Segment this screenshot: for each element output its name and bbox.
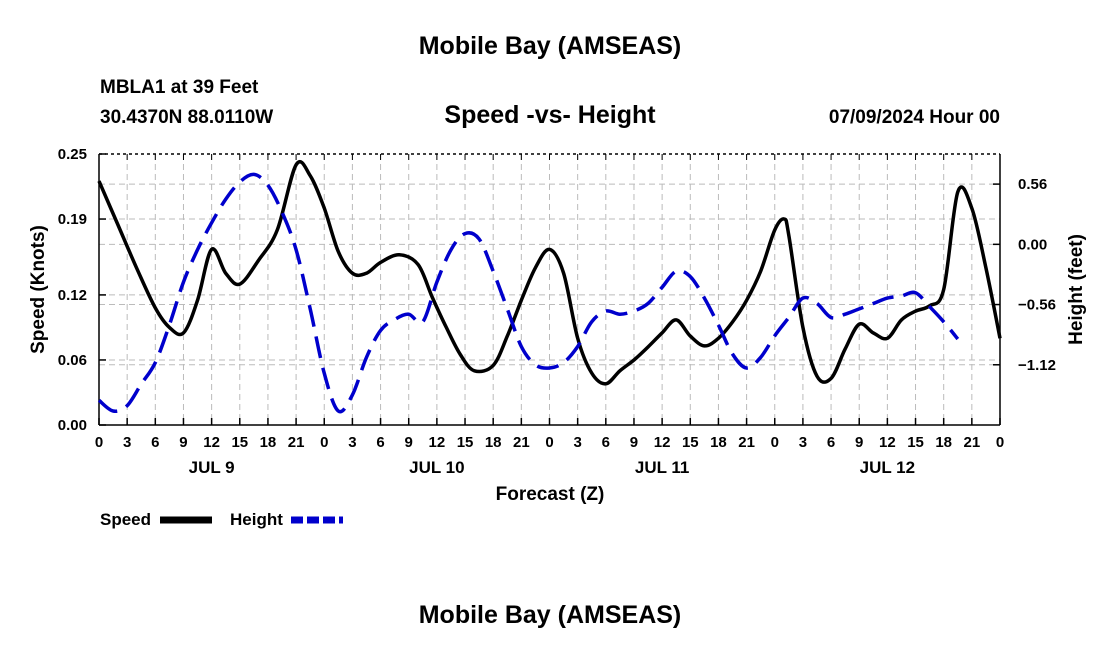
x-tick-label: 9 <box>179 434 187 451</box>
chart-subtitle: Speed -vs- Height <box>444 101 656 129</box>
x-day-label: JUL 10 <box>409 458 464 477</box>
x-tick-label: 12 <box>879 434 896 451</box>
x-tick-label: 0 <box>95 434 103 451</box>
y2-axis-label: Height (feet) <box>1066 234 1087 345</box>
x-tick-label: 18 <box>260 434 277 451</box>
x-tick-label: 21 <box>288 434 305 451</box>
x-axis-label: Forecast (Z) <box>496 484 605 505</box>
x-tick-label: 9 <box>630 434 638 451</box>
x-tick-label: 6 <box>827 434 835 451</box>
x-tick-label: 12 <box>203 434 220 451</box>
y-tick-label: 0.19 <box>58 211 87 228</box>
x-tick-label: 3 <box>799 434 807 451</box>
x-tick-label: 18 <box>485 434 502 451</box>
station-coordinates: 30.4370N 88.0110W <box>100 107 274 128</box>
x-tick-label: 15 <box>907 434 924 451</box>
x-day-label: JUL 11 <box>635 458 690 477</box>
series-speed-line <box>97 159 1002 386</box>
x-tick-label: 6 <box>602 434 610 451</box>
x-tick-label: 6 <box>376 434 384 451</box>
y-tick-label: 0.00 <box>58 417 87 434</box>
x-tick-label: 9 <box>405 434 413 451</box>
y2-tick-label: 0.00 <box>1018 236 1047 253</box>
x-tick-label: 9 <box>855 434 863 451</box>
x-tick-label: 21 <box>738 434 755 451</box>
run-time: 07/09/2024 Hour 00 <box>828 107 1000 128</box>
x-tick-label: 15 <box>457 434 474 451</box>
x-tick-label: 0 <box>771 434 779 451</box>
station-label: MBLA1 at 39 Feet <box>100 77 259 98</box>
x-tick-label: 18 <box>935 434 952 451</box>
x-tick-label: 0 <box>545 434 553 451</box>
x-tick-label: 3 <box>573 434 581 451</box>
x-day-label: JUL 12 <box>860 458 915 477</box>
y-tick-label: 0.06 <box>58 352 87 369</box>
legend-label-height: Height <box>230 510 283 529</box>
y-axis-label: Speed (Knots) <box>28 225 49 354</box>
main-title: Mobile Bay (AMSEAS) <box>418 32 682 60</box>
x-tick-label: 18 <box>710 434 727 451</box>
x-tick-label: 3 <box>123 434 131 451</box>
x-tick-label: 21 <box>964 434 981 451</box>
x-tick-label: 0 <box>996 434 1004 451</box>
x-tick-label: 15 <box>682 434 699 451</box>
x-tick-label: 21 <box>513 434 530 451</box>
y-tick-label: 0.25 <box>58 146 87 163</box>
series-height-line <box>97 172 960 414</box>
y2-tick-label: −1.12 <box>1018 357 1056 374</box>
y-tick-label: 0.12 <box>58 287 87 304</box>
x-tick-label: 12 <box>429 434 446 451</box>
x-tick-label: 0 <box>320 434 328 451</box>
footer-title: Mobile Bay (AMSEAS) <box>418 601 682 629</box>
x-tick-label: 12 <box>654 434 671 451</box>
x-tick-label: 6 <box>151 434 159 451</box>
y2-tick-label: −0.56 <box>1018 297 1056 314</box>
x-day-label: JUL 9 <box>189 458 235 477</box>
x-tick-label: 3 <box>348 434 356 451</box>
legend-label-speed: Speed <box>100 510 151 529</box>
y2-tick-label: 0.56 <box>1018 176 1047 193</box>
x-tick-label: 15 <box>231 434 248 451</box>
